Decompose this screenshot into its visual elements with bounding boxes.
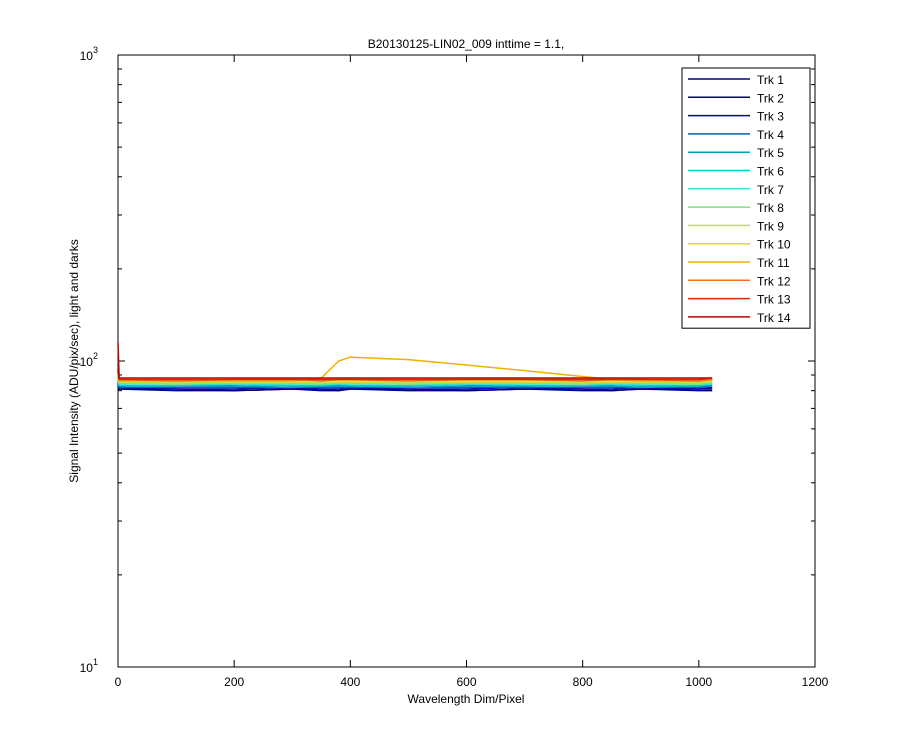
y-tick-exponent: 1	[93, 657, 98, 667]
legend-label: Trk 6	[757, 165, 784, 179]
series-line	[117, 373, 713, 381]
series-line	[117, 380, 713, 389]
y-tick-exponent: 2	[93, 351, 98, 361]
series-line	[117, 342, 713, 379]
series-line	[117, 382, 713, 390]
legend-label: Trk 9	[757, 219, 784, 233]
legend-label: Trk 7	[757, 183, 784, 197]
legend-label: Trk 5	[757, 146, 784, 160]
series-line	[117, 379, 713, 387]
legend-label: Trk 14	[757, 311, 791, 325]
y-tick-base: 10	[80, 49, 94, 63]
x-tick-label: 200	[224, 675, 244, 689]
x-tick-label: 0	[115, 675, 122, 689]
legend-box	[681, 67, 811, 329]
series-line	[117, 380, 713, 389]
series-line	[117, 377, 713, 384]
legend-label: Trk 4	[757, 128, 784, 142]
series-line	[117, 382, 713, 392]
legend-label: Trk 12	[757, 274, 791, 288]
legend-label: Trk 3	[757, 110, 784, 124]
chart-title: B20130125-LIN02_009 inttime = 1.1,	[368, 37, 564, 51]
y-axis-label: Signal Intensity (ADU/pix/sec), light an…	[67, 239, 81, 482]
series-line	[117, 379, 713, 385]
x-tick-label: 800	[573, 675, 593, 689]
y-tick-label: 103	[80, 45, 98, 63]
legend-label: Trk 2	[757, 91, 784, 105]
legend-label: Trk 10	[757, 238, 791, 252]
series-line	[117, 356, 713, 382]
legend-label: Trk 11	[757, 256, 790, 270]
y-tick-label: 102	[80, 351, 98, 369]
legend-label: Trk 13	[757, 293, 791, 307]
y-tick-exponent: 3	[93, 45, 98, 55]
y-tick-base: 10	[80, 355, 94, 369]
y-tick-label: 101	[80, 657, 98, 675]
x-tick-label: 600	[456, 675, 476, 689]
legend-label: Trk 8	[757, 201, 784, 215]
x-tick-label: 1000	[685, 675, 712, 689]
x-tick-label: 400	[340, 675, 360, 689]
x-axis-label: Wavelength Dim/Pixel	[408, 692, 525, 706]
y-tick-base: 10	[80, 661, 94, 675]
x-tick-label: 1200	[802, 675, 829, 689]
legend-label: Trk 1	[757, 73, 784, 87]
